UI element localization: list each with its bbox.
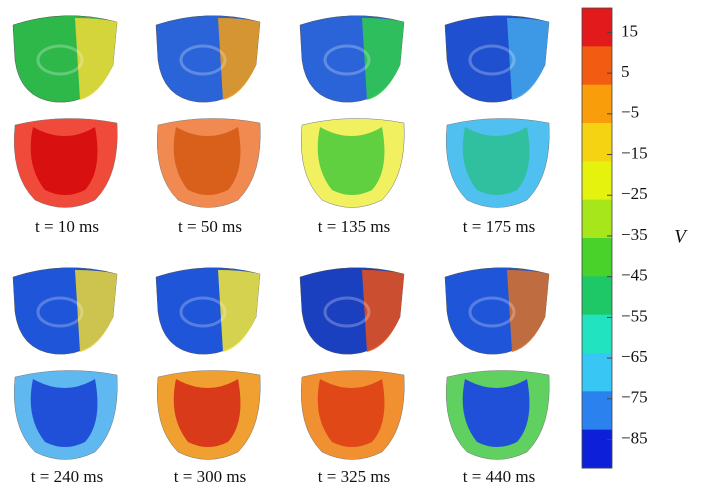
time-label: t = 300 ms bbox=[174, 467, 246, 486]
heart-top-shine bbox=[468, 296, 516, 328]
colorbar-segment bbox=[582, 123, 612, 162]
colorbar-tick-label: −5 bbox=[621, 103, 639, 122]
heart-cavity bbox=[30, 379, 98, 447]
colorbar-segment bbox=[582, 199, 612, 239]
colorbar-segment bbox=[582, 161, 612, 201]
heart-cavity bbox=[317, 379, 385, 447]
colorbar-frame bbox=[581, 7, 613, 469]
time-label: t = 440 ms bbox=[463, 467, 535, 486]
colorbar-tick-label: −15 bbox=[621, 143, 648, 162]
heart-top-band bbox=[507, 18, 549, 100]
colorbar-segment bbox=[582, 238, 612, 277]
colorbar-tick-label: −55 bbox=[621, 306, 648, 325]
colorbar-tick-label: −85 bbox=[621, 428, 648, 447]
heart-top-band bbox=[362, 270, 404, 352]
heart-top-shine bbox=[323, 44, 371, 76]
colorbar-segment bbox=[582, 314, 612, 354]
colorbar-tick-label: −45 bbox=[621, 266, 648, 285]
heart-top-band bbox=[75, 270, 117, 352]
colorbar-segment bbox=[582, 46, 612, 86]
colorbar-tick-label: −75 bbox=[621, 388, 648, 407]
colorbar-segment bbox=[582, 8, 612, 47]
heart-top-shine bbox=[323, 296, 371, 328]
colorbar-tick-label: 15 bbox=[621, 21, 638, 40]
colorbar-tick-label: 5 bbox=[621, 62, 630, 81]
heart-cavity bbox=[317, 127, 385, 195]
time-label: t = 175 ms bbox=[463, 217, 535, 236]
colorbar-tick-label: −25 bbox=[621, 184, 648, 203]
heart-cavity bbox=[30, 127, 98, 195]
heart-cavity bbox=[173, 127, 241, 195]
heart-top-shine bbox=[468, 44, 516, 76]
colorbar-segment bbox=[582, 353, 612, 392]
heart-top-band bbox=[218, 270, 260, 352]
heart-top-band bbox=[75, 18, 117, 100]
time-label: t = 325 ms bbox=[318, 467, 390, 486]
time-label: t = 50 ms bbox=[178, 217, 242, 236]
heart-cavity bbox=[462, 127, 530, 195]
heart-cavity bbox=[462, 379, 530, 447]
colorbar-segment bbox=[582, 84, 612, 124]
heart-top-band bbox=[362, 18, 404, 100]
heart-top-band bbox=[507, 270, 549, 352]
time-label: t = 10 ms bbox=[35, 217, 99, 236]
heart-top-shine bbox=[36, 44, 84, 76]
heart-top-shine bbox=[179, 44, 227, 76]
colorbar-segment bbox=[582, 391, 612, 431]
heart-top-shine bbox=[179, 296, 227, 328]
colorbar-segment bbox=[582, 276, 612, 316]
colorbar-label: V bbox=[674, 226, 688, 247]
heart-top-shine bbox=[36, 296, 84, 328]
time-label: t = 135 ms bbox=[318, 217, 390, 236]
colorbar-tick-label: −35 bbox=[621, 225, 648, 244]
time-label: t = 240 ms bbox=[31, 467, 103, 486]
colorbar-segment bbox=[582, 429, 612, 469]
heart-top-band bbox=[218, 18, 260, 100]
colorbar-tick-label: −65 bbox=[621, 347, 648, 366]
heart-cavity bbox=[173, 379, 241, 447]
